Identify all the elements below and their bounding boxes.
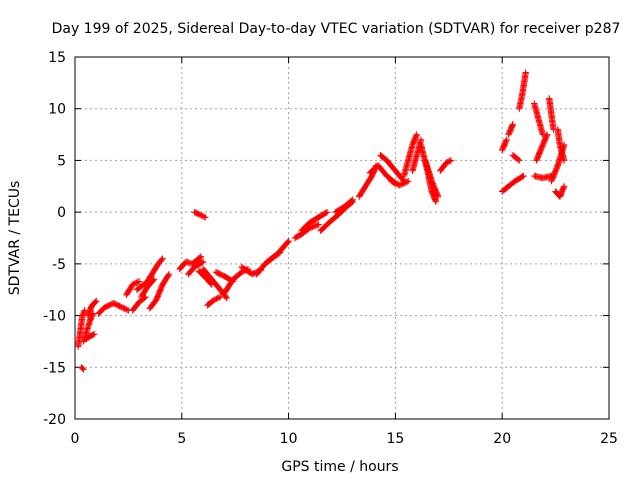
data-point-marker [560,157,568,164]
data-point-marker [80,366,87,373]
y-tick-label: -5 [52,257,66,273]
data-point-marker [515,156,522,163]
data-point-marker [165,272,172,279]
x-tick-label: 15 [386,431,404,447]
y-axis-label: SDTVAR / TECUs [7,181,23,296]
data-point-marker [447,157,455,164]
data-point-marker [81,307,88,314]
data-point-marker [79,365,86,372]
data-point-marker [150,276,158,283]
y-tick-label: 0 [57,205,66,221]
data-point-marker [543,131,551,138]
data-point-marker [196,254,204,261]
data-point-marker [323,208,331,216]
data-point-marker [93,297,100,305]
grid [75,57,609,419]
data-point-marker [405,177,412,185]
data-point-marker [434,193,442,200]
axis-ticks: 0 5 10 15 20 25 -20 -15 -10 -5 0 5 10 15 [43,50,618,447]
data-point-marker [202,214,209,221]
data-point-marker [348,197,355,204]
data-point-marker [199,258,207,265]
data-point-marker [503,136,510,143]
data-point-marker [158,256,165,263]
data-point-marker [432,198,440,205]
data-point-marker [134,278,141,286]
data-point-marker [516,157,523,164]
data-point-marker [215,294,223,301]
data-point-marker [223,294,230,302]
data-point-marker [89,331,97,338]
data-point-marker [285,237,292,245]
y-tick-label: 5 [57,153,66,169]
chart-title: Day 199 of 2025, Sidereal Day-to-day VTE… [52,21,621,37]
data-point-marker [403,178,411,185]
y-tick-label: -10 [43,309,66,325]
data-point-marker [197,253,205,260]
data-point-marker [165,271,173,278]
data-point-marker [446,157,454,165]
x-tick-label: 0 [71,431,80,447]
data-point-marker [92,298,99,306]
data-point-marker [519,173,526,180]
data-point-marker [135,278,143,285]
y-tick-label: 10 [48,102,66,118]
y-tick-label: 15 [48,50,66,66]
x-axis-label: GPS time / hours [281,459,398,475]
y-tick-label: -20 [43,412,66,428]
data-point-marker [322,209,330,216]
x-tick-label: 20 [493,431,511,447]
data-point-marker [159,255,166,262]
data-point-marker [198,259,206,266]
data-point-marker [222,293,230,301]
y-tick-label: -15 [43,360,66,376]
data-point-marker [217,293,224,301]
data-point-marker [520,172,527,180]
data-points [75,69,568,373]
x-tick-label: 10 [280,431,298,447]
data-point-marker [91,330,98,338]
data-point-marker [315,221,322,228]
data-point-marker [123,306,131,313]
x-tick-label: 5 [177,431,186,447]
data-point-marker [509,121,517,128]
data-point-marker [284,238,291,246]
plot-frame [74,56,610,420]
data-point-marker [522,69,529,76]
data-point-marker [560,183,568,190]
data-point-marker [200,213,208,220]
data-point-marker [349,196,356,203]
data-point-marker [413,131,420,138]
x-tick-label: 25 [600,431,618,447]
